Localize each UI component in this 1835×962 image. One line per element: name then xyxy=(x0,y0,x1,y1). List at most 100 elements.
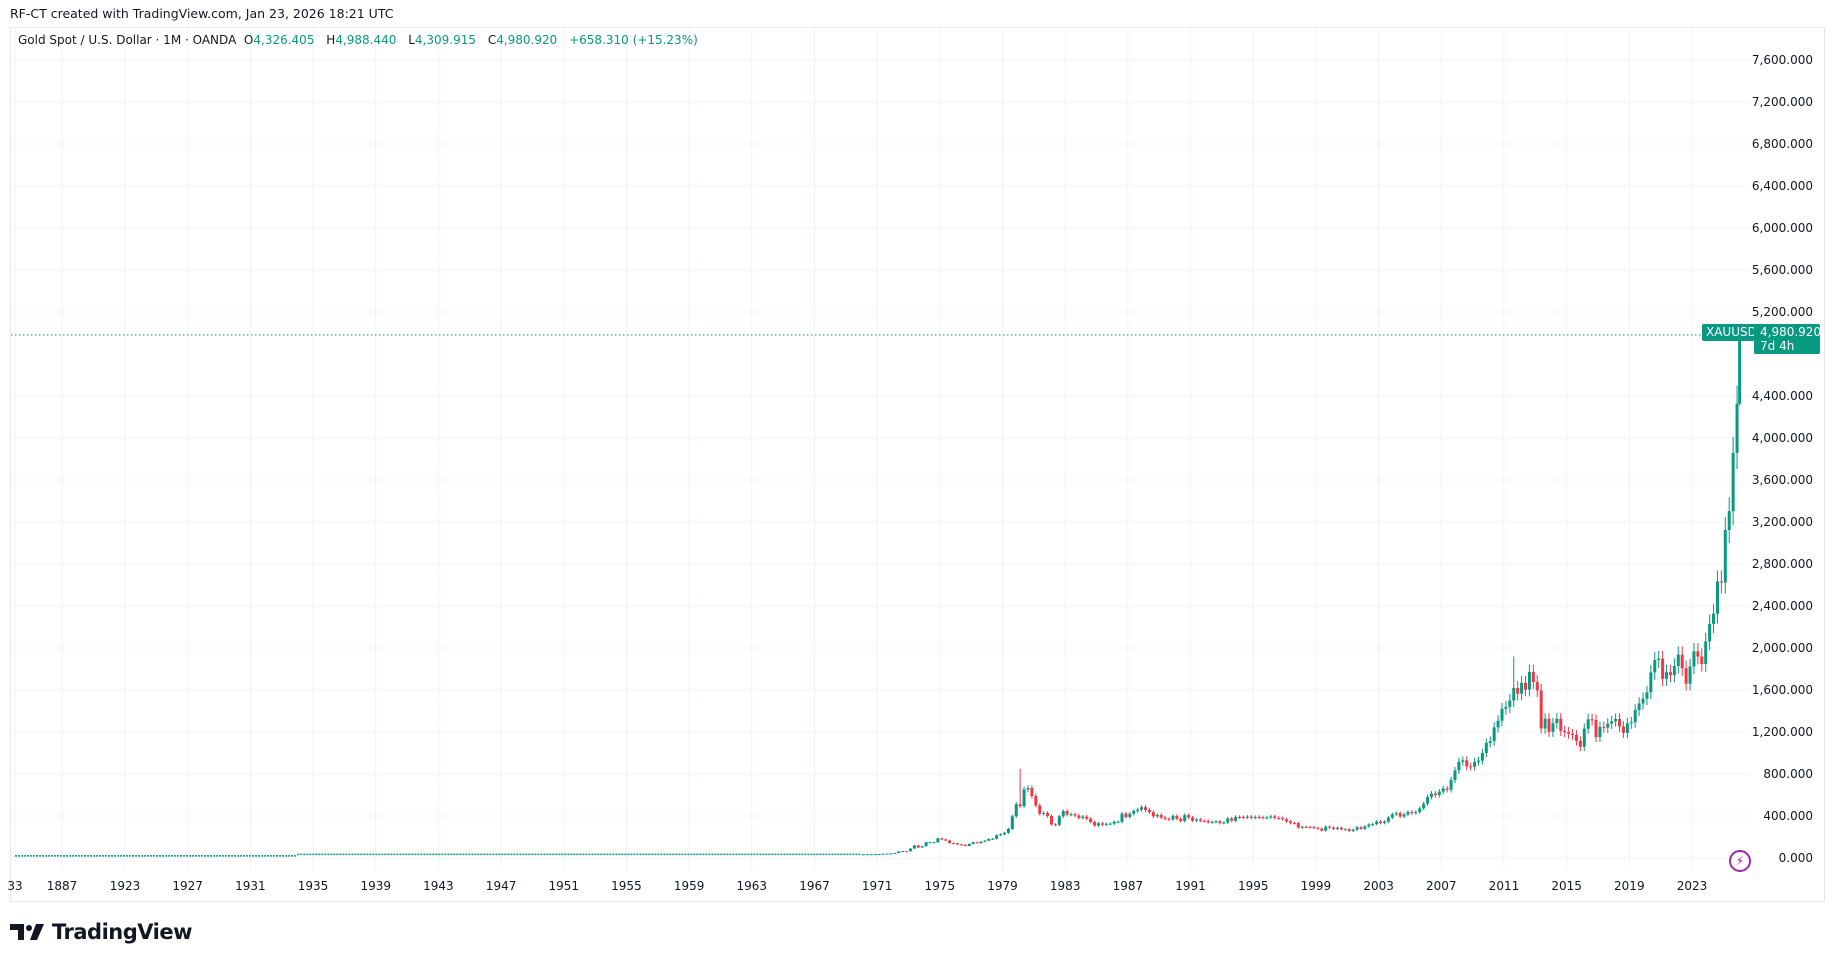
candle xyxy=(1355,827,1359,830)
y-tick-label: 2,000.000 xyxy=(1751,641,1813,655)
y-tick-label: 3,200.000 xyxy=(1751,515,1813,529)
candle xyxy=(1073,814,1077,816)
candle xyxy=(1555,718,1559,724)
x-tick-label: 1987 xyxy=(1112,879,1144,893)
candle xyxy=(1292,822,1296,824)
candle xyxy=(1500,708,1504,721)
candle xyxy=(991,838,995,840)
candle xyxy=(1551,723,1555,732)
candle xyxy=(1394,813,1398,815)
candle xyxy=(1433,793,1437,796)
candle xyxy=(959,844,963,846)
chart-frame xyxy=(10,27,1825,902)
candle xyxy=(1594,719,1598,738)
candle xyxy=(1508,700,1512,707)
candle xyxy=(1390,814,1394,818)
candle xyxy=(1261,817,1265,819)
last-price: 4,980.920 xyxy=(1760,325,1822,339)
y-tick-label: 4,400.000 xyxy=(1751,389,1813,403)
candle xyxy=(1418,808,1422,813)
candle xyxy=(1108,823,1112,825)
candle xyxy=(1120,813,1124,822)
candle xyxy=(1449,779,1453,790)
candle xyxy=(1312,827,1316,829)
candle xyxy=(1202,820,1206,822)
candle xyxy=(1304,826,1308,828)
candle xyxy=(1006,828,1010,833)
candle xyxy=(1065,811,1069,815)
x-tick-label: 1975 xyxy=(924,879,956,893)
x-tick-label: 2015 xyxy=(1551,879,1582,893)
candle xyxy=(1010,816,1014,829)
candle xyxy=(893,852,897,854)
candle xyxy=(1676,654,1680,666)
candle xyxy=(1093,821,1097,826)
symbol-title[interactable]: Gold Spot / U.S. Dollar · 1M · OANDA xyxy=(18,33,237,47)
candle xyxy=(1249,816,1253,818)
y-tick-label: 6,400.000 xyxy=(1751,179,1813,193)
candle xyxy=(979,841,983,844)
candle xyxy=(1727,511,1731,530)
low-label: L xyxy=(408,33,415,47)
candle xyxy=(920,846,924,848)
candle xyxy=(1077,815,1081,818)
y-tick-label: 0.000 xyxy=(1778,851,1813,865)
candle xyxy=(1281,818,1285,820)
candle xyxy=(1606,723,1610,728)
candle xyxy=(1277,817,1281,819)
candle xyxy=(1147,810,1151,813)
candle xyxy=(1708,623,1712,642)
close-value: 4,980.920 xyxy=(496,33,558,47)
candle xyxy=(1100,823,1104,825)
candle xyxy=(1441,788,1445,792)
candle xyxy=(1645,692,1649,699)
candle xyxy=(1735,403,1739,453)
x-tick-label: 1931 xyxy=(235,879,266,893)
candle xyxy=(1559,718,1563,731)
candle xyxy=(1379,821,1383,823)
candle xyxy=(912,845,916,849)
candle xyxy=(932,842,936,844)
candle xyxy=(1022,789,1026,807)
candle xyxy=(1469,766,1473,768)
candle xyxy=(1504,706,1508,709)
x-tick-label: 2011 xyxy=(1488,879,1520,893)
candle xyxy=(1414,812,1418,814)
x-tick-label: 2023 xyxy=(1676,879,1708,893)
lightning-icon[interactable]: ⚡ xyxy=(1729,850,1751,872)
candle xyxy=(1637,703,1641,711)
candle xyxy=(971,842,975,844)
candle xyxy=(1598,726,1602,738)
candle xyxy=(877,854,881,856)
candle xyxy=(865,854,869,856)
y-tick-label: 7,200.000 xyxy=(1751,95,1813,109)
candle xyxy=(1465,760,1469,767)
x-tick-label: 1947 xyxy=(485,879,517,893)
candle xyxy=(1324,826,1328,831)
candle xyxy=(1657,658,1661,660)
candle xyxy=(1018,804,1022,807)
candle xyxy=(1285,819,1289,822)
y-tick-label: 5,600.000 xyxy=(1751,263,1813,277)
candle xyxy=(1700,656,1704,664)
candle xyxy=(1081,816,1085,818)
candle xyxy=(1151,812,1155,817)
candle xyxy=(1461,760,1465,762)
candle xyxy=(1183,815,1187,822)
candle xyxy=(1649,672,1653,693)
x-tick-label: 1887 xyxy=(46,879,78,893)
x-tick-label: 1967 xyxy=(799,879,830,893)
candle xyxy=(1226,818,1230,823)
candle xyxy=(1602,726,1606,728)
x-tick-label: 1943 xyxy=(423,879,454,893)
candle xyxy=(1140,807,1144,810)
x-tick-label: 1983 xyxy=(1049,879,1081,893)
candle xyxy=(1410,812,1414,814)
y-tick-label: 5,200.000 xyxy=(1751,305,1813,319)
candle xyxy=(1171,815,1175,820)
x-tick-label: 1991 xyxy=(1175,879,1206,893)
candle xyxy=(869,854,873,856)
candle xyxy=(1347,829,1351,831)
candle xyxy=(1406,812,1410,815)
